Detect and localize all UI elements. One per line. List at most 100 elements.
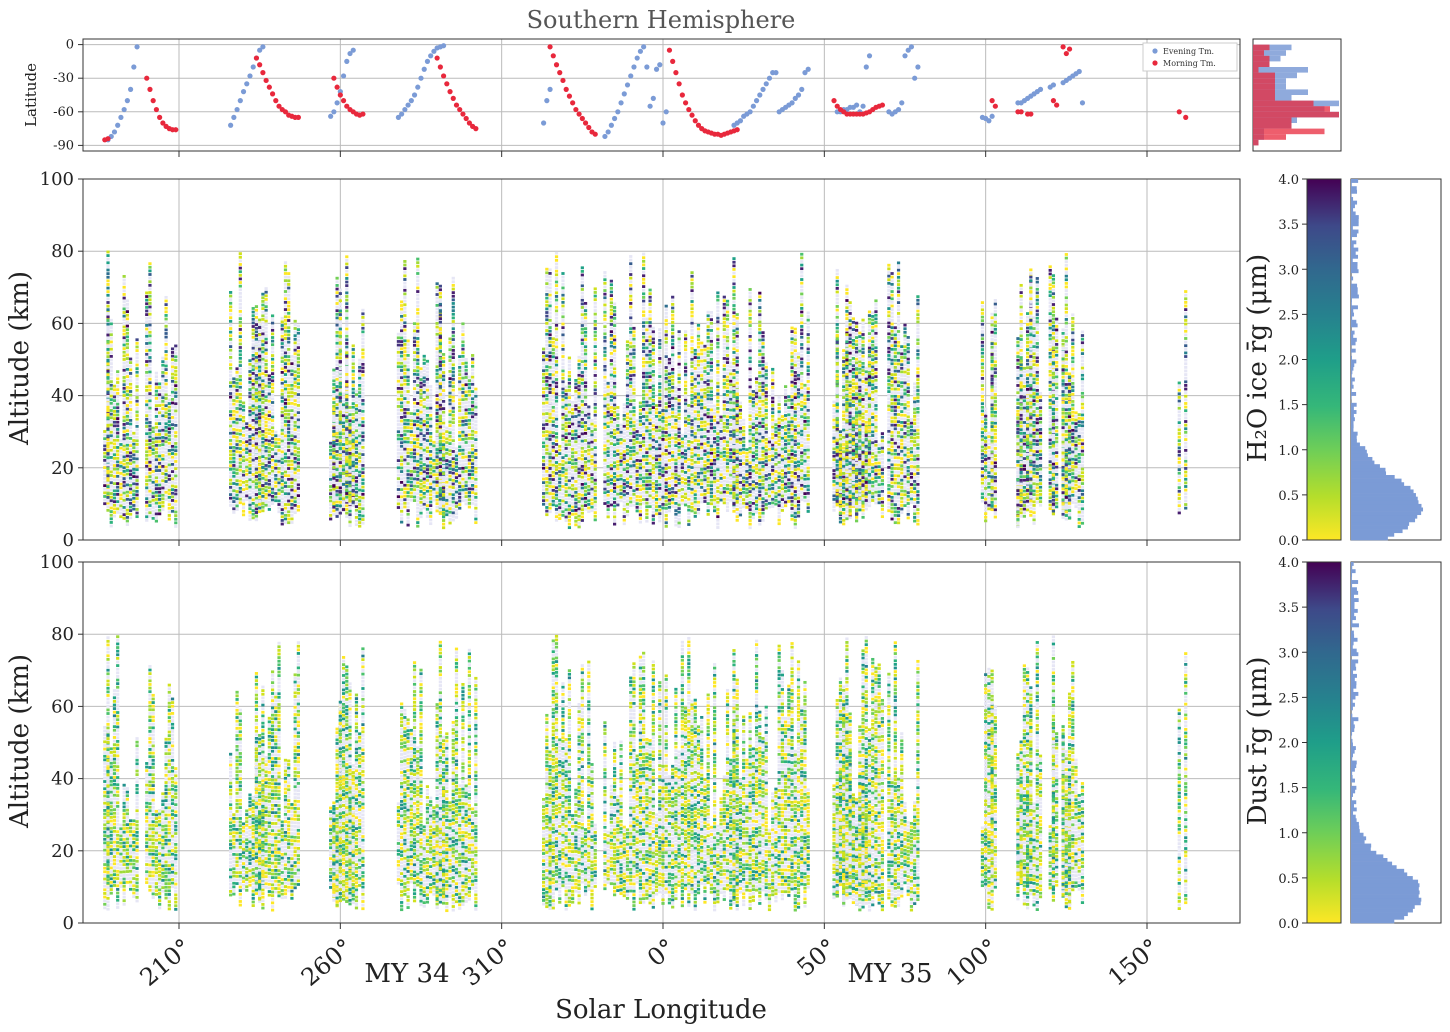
heat-cell — [412, 325, 417, 329]
heat-cell — [345, 387, 349, 391]
heat-cell — [106, 420, 110, 424]
heat-cell — [554, 508, 559, 511]
heat-cell — [135, 432, 139, 436]
heat-cell — [425, 478, 430, 482]
heat-cell — [125, 324, 129, 328]
heat-cell — [564, 447, 568, 450]
heat-cell — [396, 477, 401, 481]
heat-cell — [116, 377, 120, 381]
heat-cell — [258, 438, 262, 441]
heat-cell — [135, 457, 139, 461]
heat-cell — [290, 387, 294, 391]
heat-cell — [274, 430, 278, 434]
heat-cell — [261, 375, 265, 379]
heat-cell — [148, 406, 152, 410]
heat-cell — [125, 335, 129, 339]
heat-cell — [283, 290, 288, 293]
heat-cell — [345, 416, 349, 420]
heat-cell — [438, 342, 442, 346]
heat-cell — [458, 485, 462, 488]
heat-cell — [161, 468, 165, 472]
heat-cell — [461, 383, 465, 387]
heat-cell — [293, 503, 297, 507]
heat-cell — [429, 475, 433, 479]
heat-cell — [248, 442, 252, 446]
heat-cell — [106, 402, 110, 405]
heat-cell — [451, 359, 455, 363]
legend-marker-evening — [1152, 48, 1158, 54]
heat-cell — [422, 394, 426, 398]
heat-cell — [445, 495, 449, 499]
heat-cell — [345, 432, 349, 436]
heat-cell — [106, 415, 110, 418]
chart-title: Southern Hemisphere — [527, 6, 796, 34]
legend-label-evening: Evening Tm. — [1163, 47, 1214, 56]
morning-point — [253, 55, 260, 61]
heat-cell — [148, 442, 152, 446]
heat-cell — [406, 429, 410, 433]
plot-area — [83, 39, 1240, 151]
heat-cell — [145, 295, 149, 298]
heat-cell — [361, 453, 365, 456]
heat-cell — [345, 475, 349, 479]
heat-cell — [406, 382, 410, 386]
heat-cell — [106, 358, 110, 362]
heat-cell — [406, 404, 410, 408]
heat-cell — [170, 401, 175, 405]
heat-cell — [112, 507, 117, 511]
heat-cell — [254, 493, 259, 496]
heat-cell — [264, 373, 268, 377]
heat-cell — [287, 438, 291, 442]
heat-cell — [467, 473, 471, 476]
heat-cell — [422, 473, 426, 477]
heat-cell — [125, 400, 129, 404]
heat-cell — [554, 406, 559, 410]
heat-cell — [548, 430, 552, 434]
heat-cell — [422, 365, 426, 369]
heat-cell — [229, 352, 233, 356]
heat-cell — [332, 415, 336, 419]
heat-cell — [164, 447, 168, 451]
heat-cell — [174, 481, 178, 485]
heat-cell — [441, 472, 446, 475]
heat-cell — [148, 482, 152, 486]
heat-cell — [425, 374, 430, 378]
heat-cell — [264, 460, 268, 464]
evening-point — [915, 64, 921, 70]
heat-cell — [251, 494, 255, 498]
heat-cell — [154, 472, 159, 476]
heat-cell — [170, 376, 175, 380]
morning-point — [592, 131, 598, 137]
heat-cell — [554, 298, 559, 302]
heat-cell — [251, 325, 255, 328]
heat-cell — [106, 373, 110, 377]
heat-cell — [345, 430, 349, 434]
heat-cell — [467, 393, 471, 397]
heat-cell — [400, 484, 404, 488]
heat-cell — [106, 404, 110, 408]
heat-cell — [338, 450, 342, 454]
heat-cell — [338, 468, 342, 472]
heat-cell — [564, 508, 568, 512]
heat-cell — [542, 492, 546, 495]
heat-cell — [167, 412, 171, 416]
evening-point — [328, 113, 334, 119]
heat-cell — [241, 441, 246, 445]
heat-cell — [345, 354, 349, 358]
heat-cell — [164, 332, 168, 335]
heat-cell — [474, 513, 478, 517]
evening-point — [618, 100, 624, 106]
heat-cell — [341, 482, 346, 486]
heat-cell — [451, 327, 455, 331]
heat-cell — [548, 373, 552, 376]
heat-cell — [445, 441, 449, 444]
heat-cell — [441, 445, 446, 449]
heat-cell — [287, 492, 291, 496]
heat-cell — [458, 456, 462, 460]
heat-cell — [403, 274, 407, 278]
heat-cell — [545, 350, 549, 354]
heat-cell — [232, 377, 236, 381]
heat-cell — [161, 392, 165, 396]
heat-cell — [145, 443, 149, 446]
heat-cell — [241, 480, 246, 484]
